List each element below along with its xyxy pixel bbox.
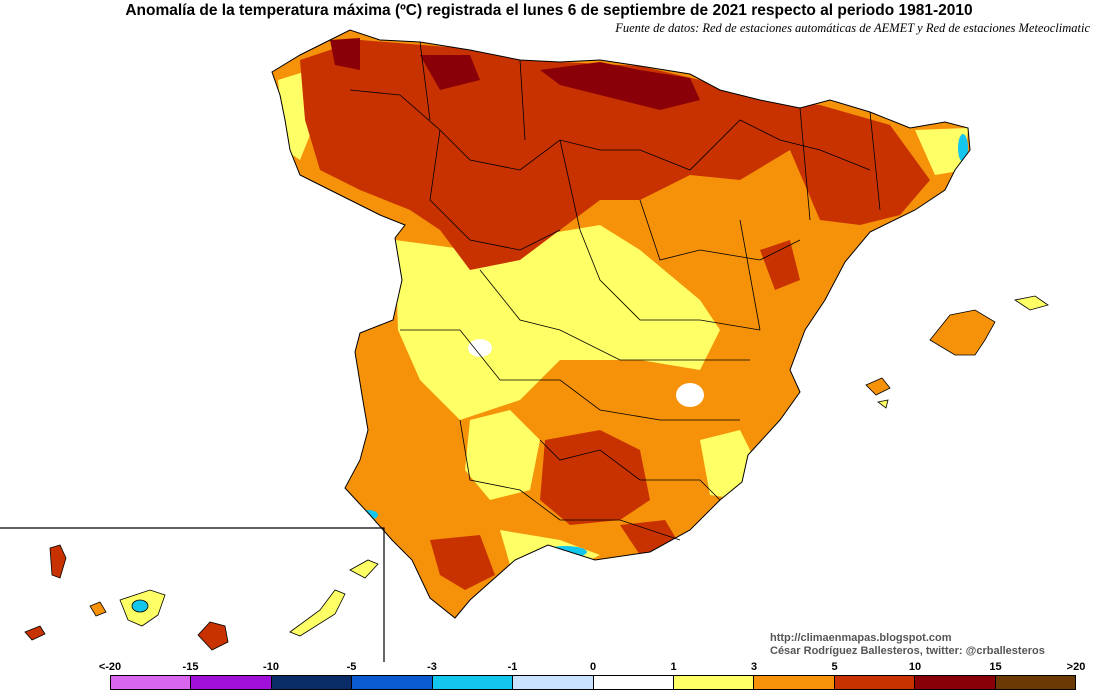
- legend-swatch: [834, 676, 916, 689]
- map-title: Anomalía de la temperatura máxima (ºC) r…: [125, 2, 973, 19]
- legend-swatch: [513, 676, 594, 689]
- legend-tick-label: >20: [1066, 661, 1086, 673]
- anomaly-zone-mild-center: [395, 225, 720, 420]
- anomaly-zone-hot-guadalquivir: [430, 535, 495, 590]
- legend-tick-label: <-20: [98, 661, 122, 673]
- anomaly-zone-hot-south: [540, 430, 650, 525]
- anomaly-zone-mild-southwest: [465, 410, 540, 500]
- legend-tick-label: 0: [589, 661, 597, 673]
- legend-tick-label: -10: [263, 661, 279, 673]
- legend-swatch: [673, 676, 755, 689]
- legend-tick-label: 1: [670, 661, 677, 673]
- legend-swatch: [593, 676, 674, 689]
- legend-tick-label: -1: [507, 661, 518, 673]
- anomaly-zone-hot-north: [300, 40, 930, 270]
- anomaly-zone-very-hot-asturias: [420, 55, 480, 90]
- anomaly-zone-mild-catalonia: [915, 128, 968, 175]
- anomaly-zone-very-hot-galicia-north: [330, 38, 360, 70]
- mallorca-island: [929, 309, 996, 356]
- legend-swatch: [915, 676, 996, 689]
- canary-inset-frame: [0, 527, 385, 662]
- legend-tick-label: -15: [182, 661, 199, 673]
- anomaly-zone-very-hot-cantabria: [540, 62, 700, 110]
- author-credit: César Rodríguez Ballesteros, twitter: @c…: [770, 645, 1045, 657]
- legend-tick-label: -3: [427, 661, 437, 673]
- blog-url[interactable]: http://climaenmapas.blogspot.com: [770, 632, 952, 644]
- legend-swatch: [754, 676, 835, 689]
- legend-swatch: [995, 676, 1076, 689]
- formentera-island: [877, 399, 889, 409]
- legend-swatch: [271, 676, 353, 689]
- legend-color-bar: [110, 675, 1076, 690]
- anomaly-spot-neutral-albacete: [676, 383, 704, 407]
- menorca-island: [1013, 295, 1049, 311]
- legend-tick-label: 15: [989, 661, 1002, 673]
- legend-swatch: [432, 676, 514, 689]
- legend-tick-label: -5: [346, 661, 357, 673]
- canary-islands: [24, 544, 379, 651]
- ibiza-island: [865, 377, 891, 396]
- legend-tick-label: 5: [831, 661, 838, 673]
- legend-tick-label: 3: [750, 661, 758, 673]
- legend-swatch: [111, 676, 192, 689]
- anomaly-spot-cool-coast: [543, 546, 587, 558]
- province-borders: [349, 41, 881, 541]
- legend-tick-label: 10: [908, 661, 922, 673]
- anomaly-spot-cool-cadiz: [358, 510, 378, 520]
- anomaly-spot-cool-girona: [958, 134, 968, 162]
- peninsula-coastline: [271, 29, 971, 619]
- legend-swatch: [352, 676, 433, 689]
- legend-swatch: [191, 676, 272, 689]
- anomaly-zone-hot-east: [760, 240, 800, 290]
- data-source-subtitle: Fuente de datos: Red de estaciones autom…: [615, 21, 1090, 35]
- anomaly-spot-neutral-center: [468, 339, 492, 357]
